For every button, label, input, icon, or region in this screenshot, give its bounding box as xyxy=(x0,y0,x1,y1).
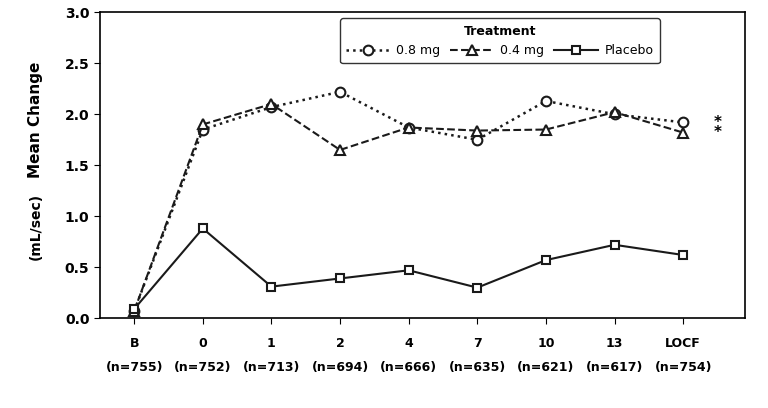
Text: B: B xyxy=(129,337,139,350)
Text: (n=752): (n=752) xyxy=(174,361,231,374)
Text: 13: 13 xyxy=(606,337,624,350)
Text: (n=713): (n=713) xyxy=(243,361,300,374)
Text: 1: 1 xyxy=(267,337,276,350)
Text: (n=666): (n=666) xyxy=(380,361,437,374)
Text: 2: 2 xyxy=(336,337,344,350)
Text: (n=754): (n=754) xyxy=(654,361,712,374)
Text: (n=617): (n=617) xyxy=(586,361,644,374)
Text: (n=694): (n=694) xyxy=(311,361,369,374)
Text: 10: 10 xyxy=(537,337,554,350)
Text: *: * xyxy=(714,115,722,130)
Text: (n=755): (n=755) xyxy=(105,361,163,374)
Text: *: * xyxy=(714,125,722,140)
Text: 0: 0 xyxy=(198,337,207,350)
Text: 7: 7 xyxy=(473,337,482,350)
Text: (n=621): (n=621) xyxy=(517,361,574,374)
Legend: 0.8 mg, 0.4 mg, Placebo: 0.8 mg, 0.4 mg, Placebo xyxy=(340,18,660,63)
Text: LOCF: LOCF xyxy=(665,337,701,350)
Text: (n=635): (n=635) xyxy=(449,361,506,374)
Text: (mL/sec): (mL/sec) xyxy=(28,193,42,260)
Text: Mean Change: Mean Change xyxy=(28,61,43,177)
Text: 4: 4 xyxy=(404,337,413,350)
